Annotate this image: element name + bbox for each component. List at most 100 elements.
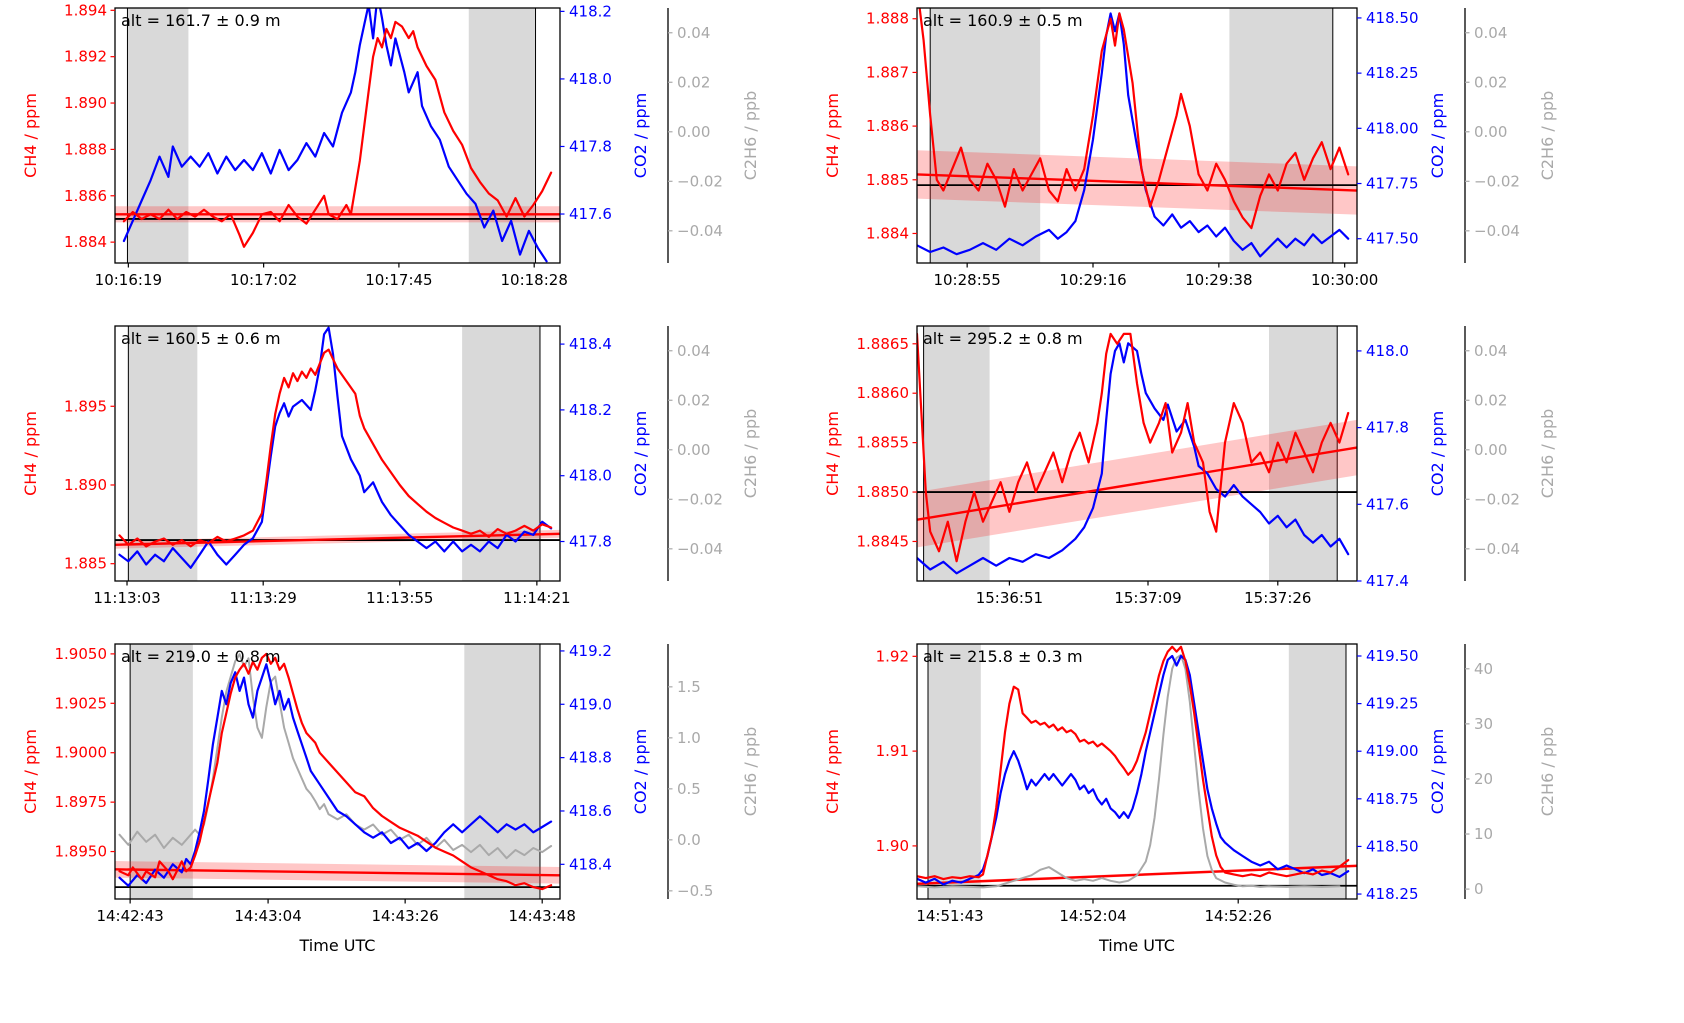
c2h6-tick-label: 0.00: [677, 123, 710, 141]
ch4-tick-label: 1.8855: [857, 434, 910, 452]
c2h6-tick-label: −0.04: [677, 540, 723, 558]
ch4-axis-label: CH4 / ppm: [21, 411, 40, 496]
x-tick-label: 10:18:28: [501, 271, 568, 289]
co2-tick-label: 418.2: [569, 401, 612, 419]
ch4-tick-label: 1.9025: [55, 694, 108, 712]
ch4-tick-label: 1.90: [876, 837, 909, 855]
subplot-6-svg: 14:51:43 14:52:04 14:52:26 1.90 1.91 1.92 418.…: [823, 643, 1557, 955]
x-tick-label: 14:52:04: [1059, 907, 1126, 925]
ch4-tick-label: 1.887: [866, 63, 909, 81]
ch4-axis-label: CH4 / ppm: [823, 729, 842, 814]
co2-series: [122, 8, 548, 263]
c2h6-tick-label: 0.0: [677, 831, 701, 849]
subplot-4-svg: 15:36:51 15:37:09 15:37:26 1.8845 1.8850 1.88…: [823, 325, 1557, 607]
c2h6-tick-label: −0.04: [1474, 222, 1520, 240]
co2-tick-label: 417.6: [569, 205, 612, 223]
co2-tick-label: 418.0: [569, 70, 612, 88]
x-tick-label: 14:43:48: [509, 907, 576, 925]
altitude-annotation: alt = 161.7 ± 0.9 m: [121, 11, 281, 30]
ch4-tick-label: 1.9050: [55, 645, 108, 663]
co2-tick-label: 418.4: [569, 335, 612, 353]
ch4-series: [917, 645, 1350, 881]
co2-axis-label: CO2 / ppm: [631, 729, 650, 814]
co2-series: [917, 342, 1350, 575]
c2h6-tick-label: −0.04: [1474, 540, 1520, 558]
x-tick-label: 11:13:55: [366, 589, 433, 607]
plot-border: [916, 325, 1358, 582]
co2-tick-label: 419.2: [569, 642, 612, 660]
x-tick-label: 14:42:43: [96, 907, 163, 925]
ch4-tick-label: 1.884: [866, 224, 909, 242]
subplot-4: 15:36:51 15:37:09 15:37:26 1.8845 1.8850 1.88…: [800, 318, 1684, 634]
c2h6-tick-label: −0.02: [677, 490, 723, 508]
c2h6-tick-label: −0.02: [1474, 490, 1520, 508]
ch4-tick-label: 1.895: [64, 397, 107, 415]
ch4-tick-label: 1.890: [64, 94, 107, 112]
co2-tick-label: 419.25: [1366, 695, 1419, 713]
background-window-shade: [923, 326, 990, 581]
co2-tick-label: 417.6: [1366, 495, 1409, 513]
altitude-annotation: alt = 219.0 ± 0.8 m: [121, 647, 281, 666]
plot-border: [916, 7, 1358, 264]
ch4-tick-label: 1.8950: [55, 843, 108, 861]
co2-tick-label: 418.50: [1366, 9, 1419, 27]
subplot-6: 14:51:43 14:52:04 14:52:26 1.90 1.91 1.92 418.…: [800, 636, 1684, 1023]
background-window-shade: [1288, 644, 1346, 899]
altitude-annotation: alt = 215.8 ± 0.3 m: [923, 647, 1083, 666]
background-window-shade: [930, 8, 1041, 263]
c2h6-tick-label: 1.0: [677, 729, 701, 747]
ch4-axis-label: CH4 / ppm: [823, 411, 842, 496]
co2-tick-label: 417.75: [1366, 175, 1419, 193]
ch4-tick-label: 1.8850: [857, 483, 910, 501]
plot-border: [114, 643, 561, 900]
subplot-5-svg: 14:42:43 14:43:04 14:43:26 14:43:48 1.8950 1.…: [21, 642, 760, 955]
ch4-series: [918, 8, 1350, 230]
altitude-annotation: alt = 160.5 ± 0.6 m: [121, 329, 281, 348]
co2-tick-label: 417.8: [569, 533, 612, 551]
ch4-axis-label: CH4 / ppm: [21, 729, 40, 814]
x-tick-label: 10:16:19: [95, 271, 162, 289]
c2h6-tick-label: 0.00: [677, 441, 710, 459]
c2h6-axis-label: C2H6 / ppb: [1538, 91, 1557, 181]
ch4-tick-label: 1.885: [866, 171, 909, 189]
ch4-tick-label: 1.888: [64, 140, 107, 158]
subplot-2-svg: 10:28:55 10:29:16 10:29:38 10:30:00 1.884 1.8…: [823, 7, 1557, 289]
c2h6-tick-label: 0.04: [1474, 342, 1507, 360]
c2h6-tick-label: 40: [1474, 660, 1493, 678]
c2h6-tick-label: 20: [1474, 770, 1493, 788]
co2-tick-label: 418.75: [1366, 790, 1419, 808]
c2h6-tick-label: 10: [1474, 825, 1493, 843]
x-tick-label: 14:52:26: [1205, 907, 1272, 925]
ch4-tick-label: 1.884: [64, 233, 107, 251]
co2-tick-label: 418.25: [1366, 885, 1419, 903]
plot-border: [114, 7, 561, 264]
c2h6-axis-label: C2H6 / ppb: [1538, 727, 1557, 817]
co2-axis-label: CO2 / ppm: [1428, 93, 1447, 178]
co2-axis-label: CO2 / ppm: [1428, 411, 1447, 496]
c2h6-tick-label: −0.02: [677, 172, 723, 190]
background-window-shade: [928, 644, 981, 899]
co2-tick-label: 418.4: [569, 855, 612, 873]
co2-tick-label: 418.25: [1366, 64, 1419, 82]
ch4-tick-label: 1.886: [64, 187, 107, 205]
c2h6-tick-label: 0.04: [677, 24, 710, 42]
x-tick-label: 10:30:00: [1311, 271, 1378, 289]
c2h6-tick-label: 0.02: [1474, 73, 1507, 91]
x-axis-label: Time UTC: [299, 936, 376, 955]
x-tick-label: 11:14:21: [503, 589, 570, 607]
x-tick-label: 10:29:38: [1185, 271, 1252, 289]
co2-tick-label: 419.00: [1366, 742, 1419, 760]
ch4-tick-label: 1.885: [64, 555, 107, 573]
c2h6-axis-label: C2H6 / ppb: [741, 727, 760, 817]
ch4-tick-label: 1.8845: [857, 532, 910, 550]
c2h6-tick-label: −0.02: [1474, 172, 1520, 190]
background-window-shade: [464, 644, 540, 899]
ch4-series: [917, 332, 1350, 563]
c2h6-axis-label: C2H6 / ppb: [741, 91, 760, 181]
ch4-axis-label: CH4 / ppm: [823, 93, 842, 178]
subplot-1-svg: 10:16:19 10:17:02 10:17:45 10:18:28 1.884 1.8…: [21, 1, 760, 289]
c2h6-tick-label: 0: [1474, 880, 1484, 898]
co2-tick-label: 418.50: [1366, 837, 1419, 855]
subplot-5: 14:42:43 14:43:04 14:43:26 14:43:48 1.8950 1.…: [0, 636, 800, 1023]
